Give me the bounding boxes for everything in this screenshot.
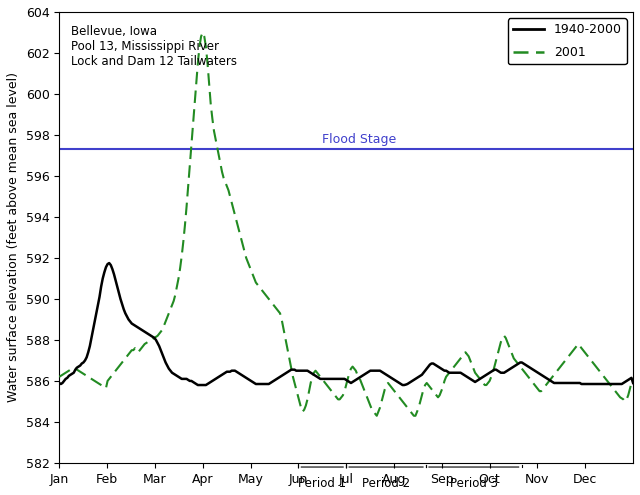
Legend: 1940-2000, 2001: 1940-2000, 2001 [508,18,627,64]
Text: Period 2: Period 2 [362,477,410,490]
Text: Period 3: Period 3 [450,477,498,490]
Text: Bellevue, Iowa
Pool 13, Mississippi River
Lock and Dam 12 Tailwaters: Bellevue, Iowa Pool 13, Mississippi Rive… [70,25,237,68]
Text: Period 1: Period 1 [298,477,346,490]
Y-axis label: Water surface elevation (feet above mean sea level): Water surface elevation (feet above mean… [7,72,20,402]
Text: Flood Stage: Flood Stage [322,133,396,146]
